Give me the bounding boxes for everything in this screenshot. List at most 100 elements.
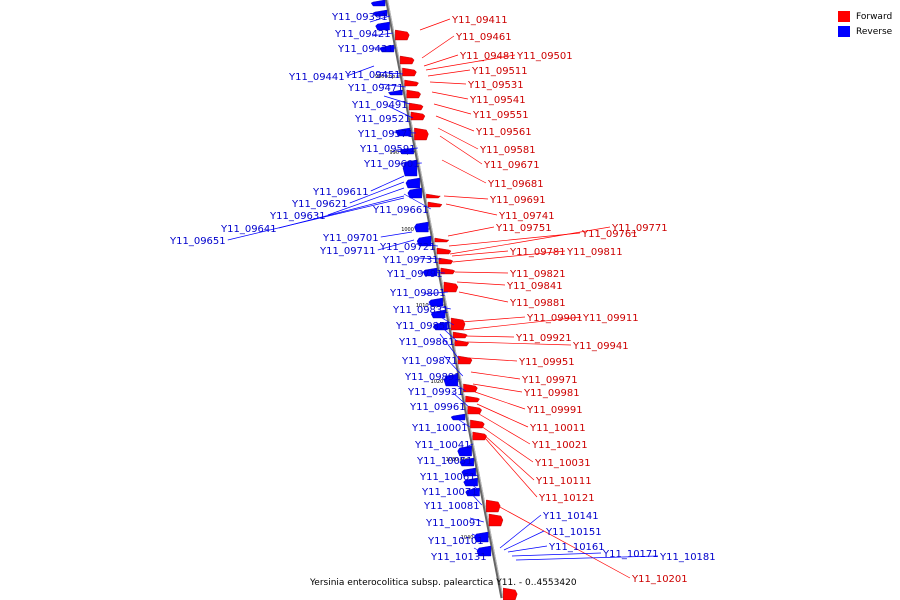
forward-gene-block xyxy=(470,419,485,429)
reverse-gene-leader xyxy=(431,311,454,326)
forward-gene-label: Y11_09501 xyxy=(516,51,573,62)
genome-backbone-highlight xyxy=(387,0,504,599)
reverse-gene-leader xyxy=(377,239,415,251)
forward-gene-leader xyxy=(439,135,483,165)
reverse-gene-block xyxy=(416,235,432,247)
forward-gene-leader xyxy=(452,250,566,263)
reverse-gene-leader xyxy=(447,379,466,392)
genome-backbone xyxy=(385,0,504,599)
forward-gene-leader xyxy=(486,499,631,579)
reverse-gene-block xyxy=(375,21,390,31)
forward-gene-leader xyxy=(464,335,515,338)
reverse-gene-leader xyxy=(507,545,548,553)
reverse-gene-label: Y11_10091 xyxy=(425,518,482,529)
forward-gene-label: Y11_09991 xyxy=(526,405,583,416)
forward-gene-label: Y11_09531 xyxy=(467,80,524,91)
reverse-gene-leader xyxy=(499,514,542,549)
forward-gene-leader xyxy=(470,371,521,380)
forward-gene-leader xyxy=(460,316,526,323)
forward-gene-leader xyxy=(462,316,582,331)
reverse-gene-label: Y11_09871 xyxy=(401,356,458,367)
reverse-gene-block xyxy=(405,177,421,189)
forward-gene-label: Y11_10111 xyxy=(535,476,592,487)
forward-gene-leader xyxy=(458,291,509,303)
reverse-gene-label: Y11_10151 xyxy=(545,527,602,538)
forward-gene-block xyxy=(426,193,441,199)
reverse-gene-leader xyxy=(387,105,413,119)
forward-gene-label: Y11_09481 xyxy=(459,51,516,62)
forward-gene-leader xyxy=(474,391,526,410)
forward-gene-leader xyxy=(429,81,467,85)
reverse-gene-leader xyxy=(415,243,438,247)
forward-gene-block xyxy=(467,405,482,415)
forward-swatch-icon xyxy=(838,11,850,22)
forward-gene-block xyxy=(503,587,518,600)
reverse-gene-leader xyxy=(379,83,406,88)
reverse-gene-leader xyxy=(467,489,483,506)
reverse-gene-label: Y11_09631 xyxy=(269,211,326,222)
forward-gene-block xyxy=(457,355,473,365)
genome-title: Yersinia enterocolitica subsp. palearcti… xyxy=(310,578,577,588)
reverse-gene-label: Y11_09701 xyxy=(322,233,379,244)
reverse-gene-label: Y11_10161 xyxy=(548,542,605,553)
forward-gene-block xyxy=(399,55,415,65)
forward-gene-label: Y11_09671 xyxy=(483,160,540,171)
reverse-swatch-icon xyxy=(838,26,850,37)
forward-gene-label: Y11_10031 xyxy=(534,458,591,469)
forward-gene-label: Y11_09921 xyxy=(515,333,572,344)
reverse-gene-label: Y11_09851 xyxy=(395,321,452,332)
forward-gene-block xyxy=(450,317,466,331)
reverse-gene-leader xyxy=(391,131,416,134)
scale-tick-label: 1010 kbp xyxy=(416,303,440,309)
forward-gene-leader xyxy=(431,91,469,100)
reverse-gene-label: Y11_10041 xyxy=(414,440,471,451)
reverse-gene-leader xyxy=(349,181,405,204)
forward-gene-label: Y11_09841 xyxy=(506,281,563,292)
forward-gene-leader xyxy=(466,341,572,346)
forward-gene-leader xyxy=(454,271,509,274)
reverse-gene-label: Y11_09611 xyxy=(312,187,369,198)
forward-gene-label: Y11_09821 xyxy=(509,269,566,280)
reverse-gene-leader xyxy=(380,231,413,238)
reverse-gene-leader xyxy=(423,291,448,295)
reverse-gene-block xyxy=(388,89,403,96)
legend: Forward Reverse xyxy=(838,9,892,39)
reverse-gene-label: Y11_09791 xyxy=(386,269,443,280)
scale-tick-label: 980 kbp xyxy=(375,74,395,80)
forward-gene-label: Y11_10121 xyxy=(538,493,595,504)
reverse-gene-block xyxy=(465,487,480,497)
reverse-gene-block xyxy=(414,221,429,233)
reverse-gene-leader xyxy=(403,193,431,210)
reverse-gene-leader xyxy=(327,187,405,216)
reverse-gene-label: Y11_09861 xyxy=(398,337,455,348)
reverse-gene-block xyxy=(407,187,423,199)
reverse-gene-leader xyxy=(370,175,405,192)
forward-gene-label: Y11_09681 xyxy=(487,179,544,190)
scale-tick-label: 1030 kbp xyxy=(446,457,470,463)
forward-gene-label: Y11_09781 xyxy=(509,247,566,258)
forward-gene-label: Y11_09541 xyxy=(469,95,526,106)
forward-gene-leader xyxy=(484,437,538,498)
forward-gene-block xyxy=(453,331,468,339)
forward-gene-leader xyxy=(478,413,531,445)
reverse-gene-label: Y11_09641 xyxy=(220,224,277,235)
reverse-gene-label: Y11_09801 xyxy=(389,288,446,299)
forward-gene-label: Y11_09411 xyxy=(451,15,508,26)
forward-gene-leader xyxy=(451,250,509,257)
forward-gene-label: Y11_09581 xyxy=(479,145,536,156)
reverse-gene-label: Y11_09601 xyxy=(363,159,420,170)
reverse-gene-label: Y11_10051 xyxy=(416,456,473,467)
forward-gene-leader xyxy=(456,281,506,286)
forward-gene-block xyxy=(465,395,480,403)
reverse-gene-block xyxy=(399,147,414,155)
reverse-gene-block xyxy=(457,445,472,457)
forward-gene-leader xyxy=(476,403,529,428)
forward-gene-label: Y11_09741 xyxy=(498,211,555,222)
reverse-gene-label: Y11_09471 xyxy=(347,83,404,94)
reverse-gene-leader xyxy=(451,391,469,407)
forward-gene-label: Y11_09561 xyxy=(475,127,532,138)
reverse-gene-label: Y11_09711 xyxy=(319,246,376,257)
reverse-gene-label: Y11_09421 xyxy=(334,29,391,40)
reverse-gene-leader xyxy=(375,71,403,75)
